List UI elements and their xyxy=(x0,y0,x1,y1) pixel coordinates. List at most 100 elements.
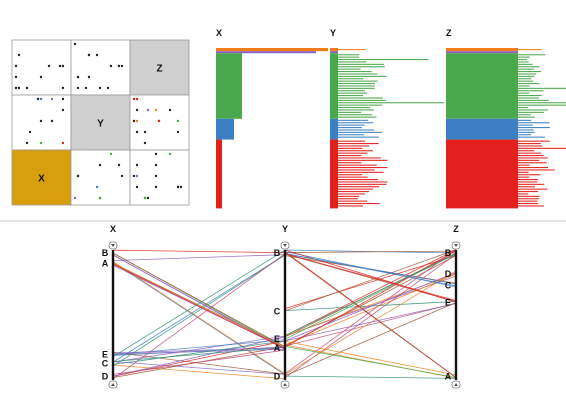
matrix-cell-1-2[interactable] xyxy=(129,94,190,151)
pset-connection[interactable] xyxy=(112,364,286,380)
bar-segment[interactable] xyxy=(330,118,338,140)
bar-tick-line xyxy=(518,68,535,70)
matrix-cell-2-2[interactable] xyxy=(129,149,190,206)
pset-connection[interactable] xyxy=(284,302,457,377)
bar-tick-line xyxy=(518,71,542,73)
pset-connection[interactable] xyxy=(284,250,457,348)
matrix-point xyxy=(39,97,43,101)
bar-tick-line xyxy=(518,80,534,82)
bar-segment[interactable] xyxy=(446,53,518,119)
pset-connection[interactable] xyxy=(112,261,286,375)
bar-segment[interactable] xyxy=(330,51,338,54)
pset-connection[interactable] xyxy=(112,252,286,348)
pset-category-label: B xyxy=(274,248,281,258)
bar-tick-line xyxy=(338,99,386,101)
pset-connection[interactable] xyxy=(112,351,286,375)
pset-connection[interactable] xyxy=(284,303,457,342)
bar-segment[interactable] xyxy=(446,139,518,209)
pset-connection[interactable] xyxy=(112,339,286,356)
bar-segment[interactable] xyxy=(216,48,328,52)
pset-connection[interactable] xyxy=(112,254,286,367)
bar-tick-line xyxy=(338,134,365,136)
bar-tick-line xyxy=(518,157,548,159)
bar-segment[interactable] xyxy=(446,51,518,54)
bar-segment[interactable] xyxy=(446,48,518,52)
pset-connection[interactable] xyxy=(112,349,286,375)
matrix-cell-0-0[interactable] xyxy=(11,39,72,96)
pset-connection[interactable] xyxy=(112,263,286,349)
pset-connection[interactable] xyxy=(284,273,457,346)
pset-connection[interactable] xyxy=(112,249,286,254)
pset-connection[interactable] xyxy=(284,249,457,374)
bar-tick-line xyxy=(518,56,530,58)
matrix-diagonal-label: Z xyxy=(156,64,162,75)
pset-connection[interactable] xyxy=(112,348,286,355)
bar-tick-line xyxy=(338,63,384,65)
bar-tick-line xyxy=(518,124,533,126)
bar-tick-line xyxy=(518,147,566,149)
bar-tick-line xyxy=(518,131,535,133)
pset-connection[interactable] xyxy=(284,302,457,347)
pset-connection[interactable] xyxy=(284,340,457,376)
pset-connection[interactable] xyxy=(112,249,286,358)
matrix-point xyxy=(61,108,65,112)
bar-tick-line xyxy=(338,122,374,124)
pset-connection[interactable] xyxy=(112,254,286,363)
pset-connection[interactable] xyxy=(284,251,457,288)
pset-connection[interactable] xyxy=(284,301,457,311)
pset-connection[interactable] xyxy=(284,251,457,378)
pset-connection[interactable] xyxy=(112,262,286,348)
matrix-cell-2-1[interactable] xyxy=(70,149,131,206)
bar-segment[interactable] xyxy=(216,139,222,209)
pset-connection[interactable] xyxy=(284,253,457,336)
bar-tick-line xyxy=(518,85,530,87)
matrix-cell-0-2[interactable] xyxy=(129,39,190,96)
pset-connection[interactable] xyxy=(284,270,457,375)
bar-tick-line xyxy=(518,191,539,193)
bar-tick-line xyxy=(338,155,362,157)
bar-segment[interactable] xyxy=(216,53,242,119)
matrix-cell-2-0[interactable] xyxy=(11,149,72,206)
matrix-point xyxy=(98,196,102,200)
bar-tick-line xyxy=(518,104,566,106)
pset-connection[interactable] xyxy=(284,272,457,342)
bar-segment[interactable] xyxy=(330,48,338,52)
bar-tick-line xyxy=(518,140,550,142)
matrix-point xyxy=(17,86,21,90)
bar-segment[interactable] xyxy=(216,51,316,54)
pset-connection[interactable] xyxy=(284,345,457,379)
bar-tick-line xyxy=(338,71,372,73)
bar-tick-line xyxy=(338,143,379,145)
pset-connection[interactable] xyxy=(112,254,286,262)
pset-connection[interactable] xyxy=(284,375,457,379)
pset-connection[interactable] xyxy=(284,253,457,287)
bar-segment[interactable] xyxy=(330,53,338,119)
matrix-cell-0-1[interactable] xyxy=(70,39,131,96)
pset-connection[interactable] xyxy=(112,254,286,350)
pset-connection[interactable] xyxy=(284,250,457,253)
pset-connection[interactable] xyxy=(112,261,286,376)
bar-segment[interactable] xyxy=(446,118,518,140)
bar-tick-line xyxy=(518,63,533,65)
pset-connection[interactable] xyxy=(112,336,286,377)
pset-connection[interactable] xyxy=(284,249,457,312)
bar-tick-line xyxy=(518,195,540,197)
matrix-point xyxy=(76,75,80,79)
bar-segment[interactable] xyxy=(216,118,234,140)
pset-connection[interactable] xyxy=(284,253,457,301)
bar-tick-line xyxy=(338,111,362,113)
matrix-point xyxy=(25,86,29,90)
bar-tick-line xyxy=(338,203,380,205)
pset-connection[interactable] xyxy=(284,249,457,337)
pset-connection[interactable] xyxy=(112,253,286,380)
matrix-point xyxy=(50,119,54,123)
matrix-cell-1-0[interactable] xyxy=(11,94,72,151)
matrix-point xyxy=(61,97,65,101)
matrix-point xyxy=(176,185,180,189)
pset-connection[interactable] xyxy=(112,346,286,362)
pset-connection[interactable] xyxy=(112,361,286,375)
pset-connection[interactable] xyxy=(112,340,286,365)
bar-segment[interactable] xyxy=(330,139,338,209)
bar-tick-line xyxy=(338,85,375,87)
